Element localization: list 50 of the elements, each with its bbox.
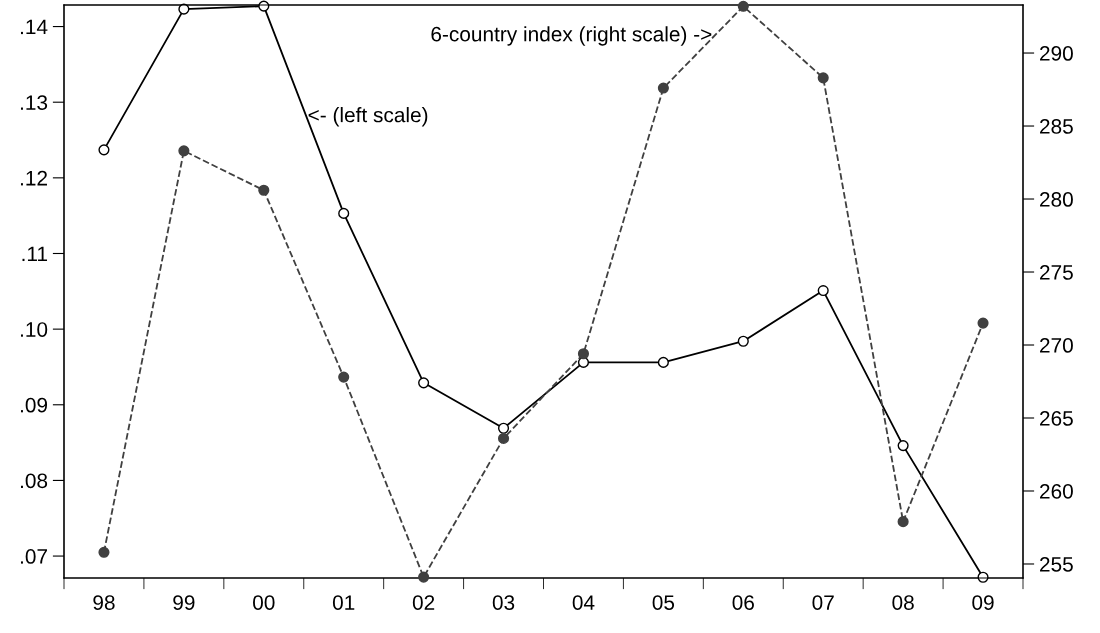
point: [178, 145, 190, 157]
annotation: 6-country index (right scale) ->: [431, 26, 712, 46]
point: [338, 371, 350, 383]
point: [657, 356, 669, 368]
x-tick-label: 00: [253, 595, 275, 610]
x-tick-label: 99: [173, 595, 195, 610]
point: [418, 377, 430, 389]
y-tick-label: .14: [20, 19, 48, 35]
point: [817, 284, 829, 297]
x-tick-label: 05: [652, 595, 675, 610]
point: [98, 144, 110, 156]
y2-tick-label: 280: [1040, 192, 1073, 207]
x-tick-label: 01: [332, 595, 355, 610]
y-tick-label: .09: [20, 397, 48, 413]
point: [977, 317, 989, 329]
y-tick-label: .07: [20, 549, 47, 564]
annotation: <- (left scale): [308, 107, 428, 127]
point: [817, 72, 829, 84]
x-tick-label: 04: [572, 595, 595, 610]
y-tick-label: .12: [20, 170, 47, 186]
x-tick-label: 03: [492, 595, 515, 610]
x-tick-label: 02: [412, 595, 435, 610]
point: [897, 516, 909, 528]
point: [258, 184, 270, 196]
point: [497, 422, 510, 434]
point: [497, 432, 510, 444]
point: [737, 335, 749, 347]
y2-tick-label: 265: [1040, 411, 1073, 426]
x-tick-label: 98: [93, 595, 115, 610]
point: [98, 546, 110, 558]
x-tick-label: 06: [732, 595, 754, 610]
y2-tick-label: 260: [1040, 483, 1073, 499]
x-tick-label: 08: [892, 595, 914, 610]
y2-tick-label: 270: [1040, 338, 1073, 353]
y-tick-label: .10: [20, 322, 48, 337]
y2-tick-label: 255: [1040, 556, 1073, 572]
point: [657, 82, 669, 94]
y2-tick-label: 275: [1040, 265, 1073, 280]
point: [737, 0, 749, 12]
y2-tick-label: 285: [1040, 119, 1073, 134]
x-tick-label: 07: [812, 595, 834, 610]
y-tick-label: .08: [20, 473, 48, 489]
point: [418, 571, 430, 583]
point: [897, 440, 909, 452]
y2-tick-label: 290: [1040, 46, 1073, 61]
y-tick-label: .13: [20, 95, 48, 110]
point: [577, 348, 590, 360]
x-tick-label: 09: [972, 595, 994, 610]
y-tick-label: .11: [22, 246, 48, 262]
point: [338, 207, 350, 219]
